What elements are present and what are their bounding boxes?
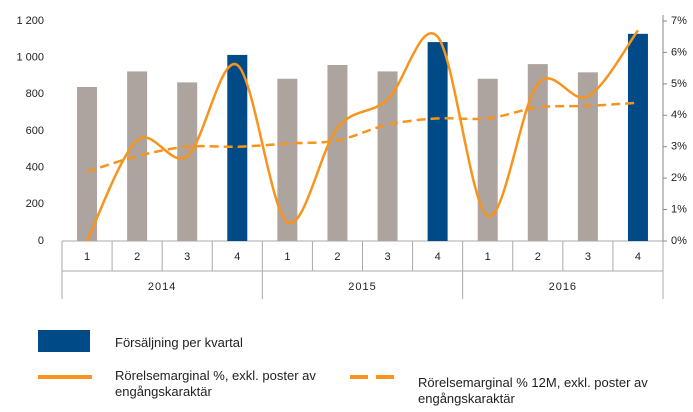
x-tick-label: 4	[234, 251, 240, 263]
line	[85, 29, 639, 242]
y-tick-label: 400	[26, 162, 44, 174]
bar	[377, 71, 398, 242]
y2-tick-label: 4%	[671, 109, 687, 121]
bar	[177, 82, 198, 242]
y2-tick-label: 3%	[671, 141, 687, 153]
bar	[327, 65, 348, 241]
x-tick-label: 1	[485, 251, 491, 263]
bar	[77, 87, 98, 241]
legend-swatch-bar	[38, 330, 90, 352]
y-tick-label: 200	[26, 198, 44, 210]
x-tick-label: 1	[84, 251, 90, 263]
x-tick-label: 3	[384, 251, 390, 263]
y-tick-label: 600	[26, 125, 44, 137]
bar	[477, 78, 498, 241]
y2-tick-label: 7%	[671, 15, 687, 27]
y2-tick-label: 0%	[671, 235, 687, 247]
legend-swatch-line	[38, 375, 92, 379]
y-tick-label: 1 000	[16, 52, 44, 64]
bar	[277, 78, 298, 241]
bar	[577, 72, 598, 241]
bar	[627, 33, 648, 242]
group-label: 2015	[348, 281, 376, 293]
x-tick-label: 4	[435, 251, 441, 263]
x-tick-label: 2	[134, 251, 140, 263]
x-tick-label: 2	[334, 251, 340, 263]
legend-label: Rörelsemarginal %, exkl. poster av engån…	[115, 368, 316, 399]
y2-tick-label: 1%	[671, 203, 687, 215]
legend-label: Försäljning per kvartal	[115, 335, 243, 350]
x-tick-label: 3	[184, 251, 190, 263]
y2-tick-label: 2%	[671, 172, 687, 184]
x-tick-label: 1	[284, 251, 290, 263]
y-tick-label: 0	[38, 235, 44, 247]
group-label: 2016	[549, 281, 577, 293]
group-label: 2014	[148, 281, 176, 293]
x-tick-label: 2	[535, 251, 541, 263]
y2-tick-label: 6%	[671, 46, 687, 58]
y2-tick-label: 5%	[671, 78, 687, 90]
bar	[527, 64, 548, 241]
x-tick-label: 4	[635, 251, 641, 263]
bar	[427, 42, 448, 242]
bar	[127, 71, 148, 242]
line	[86, 101, 639, 174]
chart: 0 200 400 600 800 1 000 1 200 0% 1% 2% 3% 4% 5% 6% 7% 1…	[16, 15, 687, 299]
bar	[227, 54, 248, 241]
y-tick-label: 800	[26, 88, 44, 100]
y-tick-label: 1 200	[16, 15, 44, 27]
legend-label: Rörelsemarginal % 12M, exkl. poster av e…	[418, 375, 648, 406]
x-tick-label: 3	[585, 251, 591, 263]
